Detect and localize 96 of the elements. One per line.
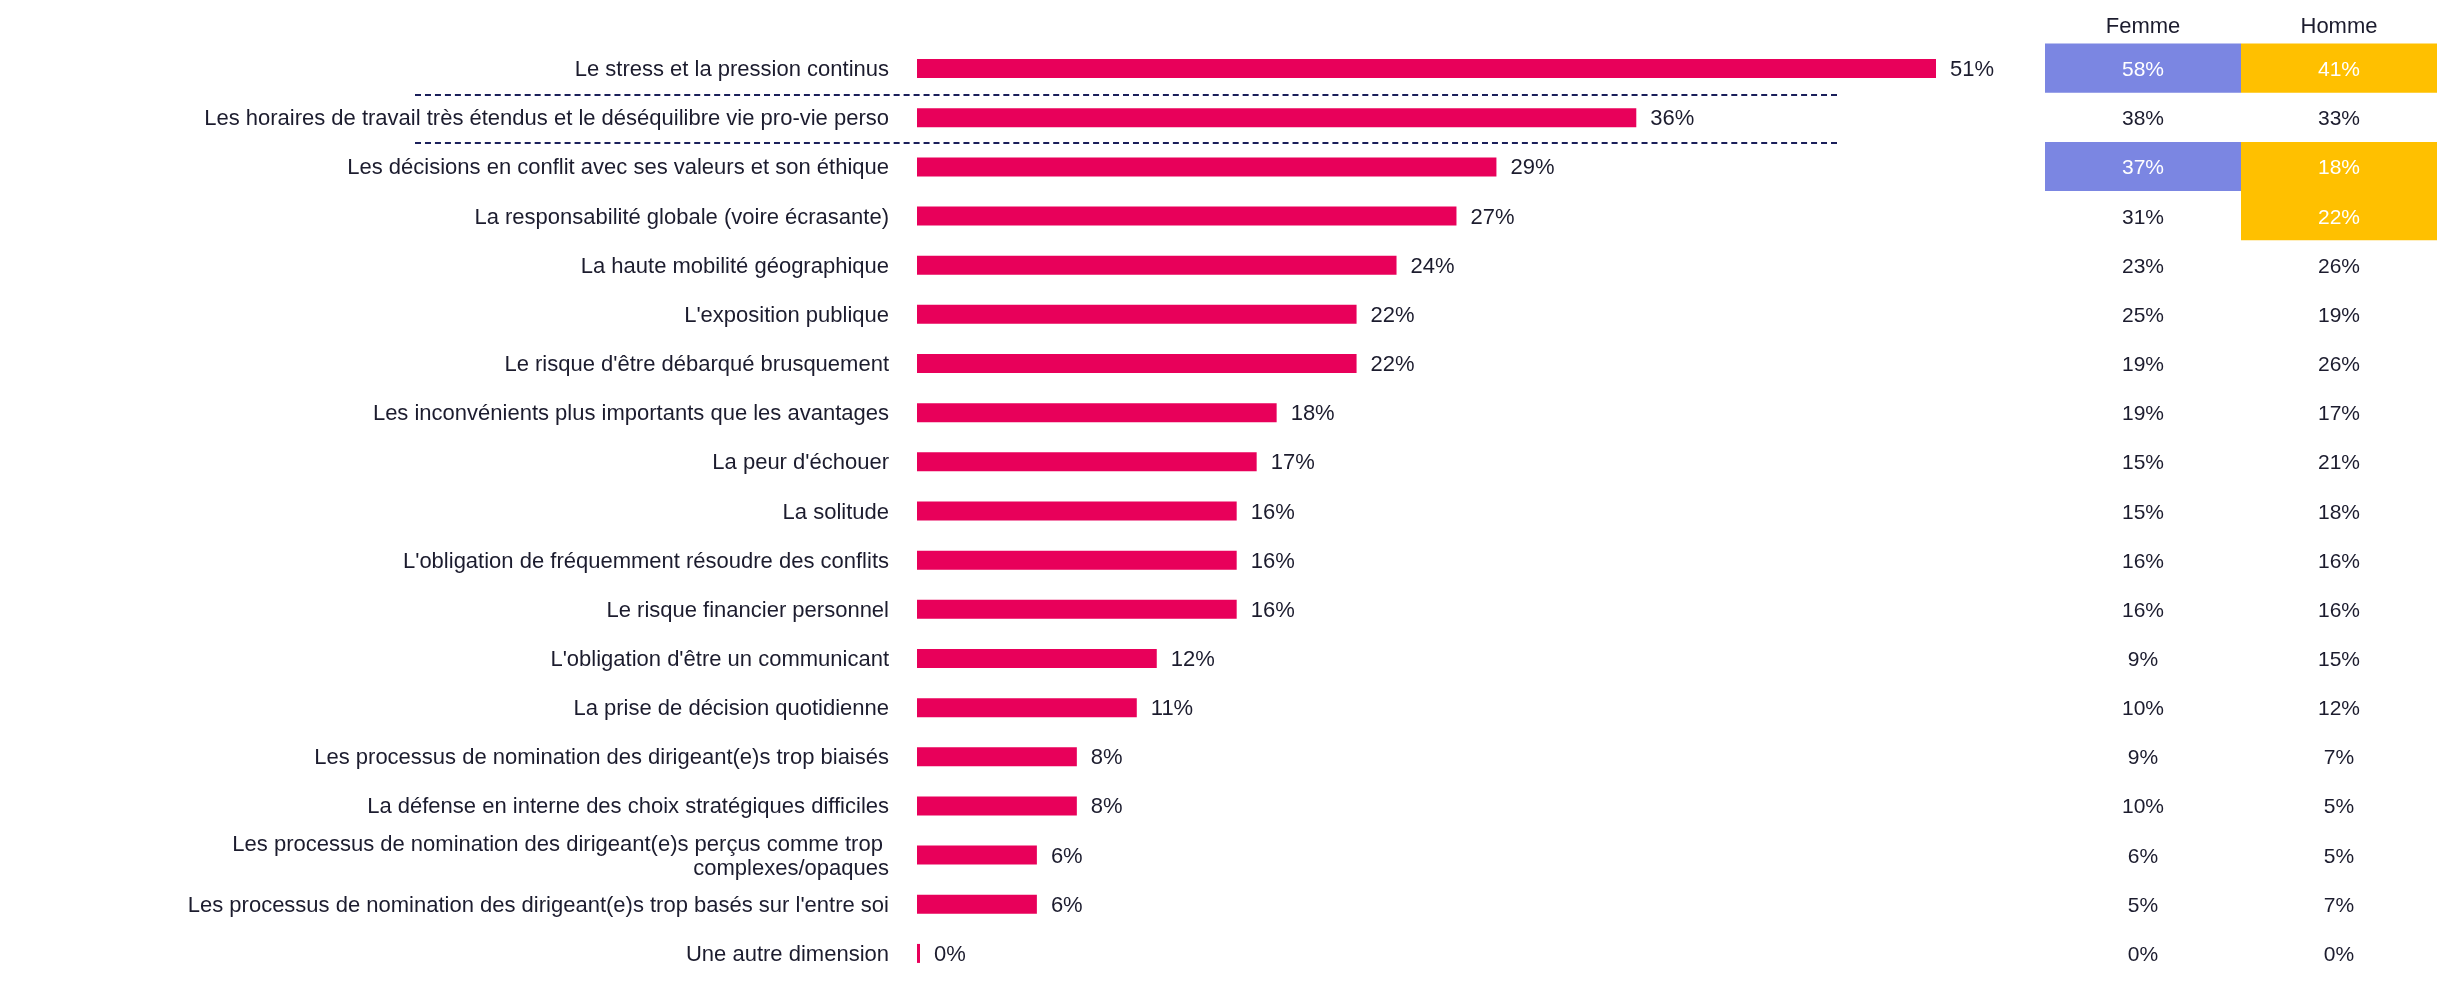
y-tick-label: Les processus de nomination des dirigeant(e)s trop basés sur l'entre soi (187, 891, 889, 917)
data-label: 23% (2121, 253, 2165, 277)
y-tick-label: La solitude (782, 498, 889, 524)
data-label: 31% (2121, 204, 2165, 228)
data-label: 19% (2317, 302, 2361, 326)
data-label: 6% (1050, 891, 1083, 917)
bar (917, 550, 1237, 570)
data-label: 5% (2127, 892, 2159, 916)
data-label: 51% (1950, 56, 1995, 82)
data-label: 8% (1090, 744, 1123, 770)
data-label: 24% (1410, 252, 1455, 278)
data-label: 22% (1370, 301, 1415, 327)
data-label: 16% (2317, 597, 2361, 621)
y-tick-label: La peur d'échouer (712, 449, 889, 475)
bar (917, 698, 1137, 718)
bar (917, 206, 1457, 226)
bar (917, 403, 1277, 423)
y-tick-label: Les processus de nomination des dirigeant(e)s perçus comme trop complexes/opaques (232, 830, 889, 880)
y-tick-label: Le risque financier personnel (606, 596, 889, 622)
y-tick-label: L'obligation de fréquemment résoudre des conflits (402, 547, 889, 573)
data-label: 18% (1290, 400, 1335, 426)
x-tick-label: Homme (2300, 12, 2378, 38)
data-label: 0% (2127, 941, 2159, 965)
data-label: 12% (1170, 645, 1215, 671)
y-tick-label: L'obligation d'être un communicant (550, 645, 889, 671)
data-label: 25% (2121, 302, 2165, 326)
data-label: 15% (2121, 450, 2165, 474)
y-tick-label: Les horaires de travail très étendus et le déséquilibre vie pro-vie perso (204, 105, 889, 131)
data-label: 9% (2127, 646, 2159, 670)
bar (917, 501, 1237, 521)
data-label: 15% (2317, 646, 2361, 670)
data-label: 22% (2317, 204, 2361, 228)
y-tick-label: Les processus de nomination des dirigeant(e)s trop biaisés (314, 744, 889, 770)
data-label: 6% (1050, 842, 1083, 868)
data-label: 22% (1370, 351, 1415, 377)
data-label: 29% (1510, 154, 1555, 180)
data-label: 16% (1250, 498, 1295, 524)
y-tick-label: Le stress et la pression continus (574, 56, 889, 82)
data-label: 5% (2323, 794, 2355, 818)
bar (917, 648, 1157, 668)
data-label: 11% (1150, 695, 1194, 721)
data-label: 0% (2323, 941, 2355, 965)
data-label: 16% (1250, 547, 1295, 573)
data-label: 16% (2121, 597, 2165, 621)
bar (917, 599, 1237, 619)
y-tick-label: Les inconvénients plus importants que les avantages (372, 400, 889, 426)
data-label: 27% (1470, 203, 1515, 229)
data-label: 7% (2323, 745, 2355, 769)
data-label: 36% (1650, 105, 1695, 131)
bar (917, 747, 1077, 767)
data-label: 58% (2121, 57, 2165, 81)
y-tick-label: La haute mobilité géographique (580, 252, 889, 278)
data-label: 7% (2323, 892, 2355, 916)
data-label: 10% (2121, 794, 2165, 818)
data-label: 19% (2121, 401, 2165, 425)
data-label: 41% (2317, 57, 2361, 81)
y-tick-label: Une autre dimension (685, 940, 889, 966)
bar (917, 157, 1497, 177)
y-tick-label: La prise de décision quotidienne (573, 695, 889, 721)
data-label: 6% (2127, 843, 2159, 867)
data-label: 5% (2323, 843, 2355, 867)
data-label: 15% (2121, 499, 2165, 523)
data-label: 10% (2121, 696, 2165, 720)
data-label: 26% (2317, 253, 2361, 277)
data-label: 21% (2317, 450, 2361, 474)
bar (917, 108, 1637, 128)
data-label: 18% (2317, 155, 2361, 179)
data-label: 26% (2317, 352, 2361, 376)
bar (917, 894, 1037, 914)
bar (917, 59, 1936, 79)
bar (917, 304, 1357, 324)
x-tick-label: Femme (2105, 12, 2181, 38)
y-tick-label: La défense en interne des choix stratégiques difficiles (367, 793, 889, 819)
y-tick-label: La responsabilité globale (voire écrasante) (474, 203, 889, 229)
data-label: 16% (2317, 548, 2361, 572)
bar (917, 354, 1357, 374)
y-tick-label: L'exposition publique (684, 301, 889, 327)
bar (917, 845, 1037, 865)
data-label: 0% (934, 940, 966, 966)
data-label: 12% (2317, 696, 2361, 720)
bar (917, 796, 1077, 816)
data-label: 19% (2121, 352, 2165, 376)
data-label: 16% (1250, 596, 1295, 622)
data-label: 9% (2127, 745, 2159, 769)
data-label: 33% (2317, 106, 2361, 130)
bar (917, 452, 1257, 472)
data-label: 8% (1090, 793, 1123, 819)
bar (917, 255, 1397, 275)
y-tick-label: Le risque d'être débarqué brusquement (504, 351, 889, 377)
data-label: 37% (2121, 155, 2165, 179)
data-label: 17% (2317, 401, 2361, 425)
data-label: 38% (2121, 106, 2165, 130)
data-label: 16% (2121, 548, 2165, 572)
data-label: 17% (1270, 449, 1315, 475)
y-tick-label: Les décisions en conflit avec ses valeurs et son éthique (347, 154, 889, 180)
data-label: 18% (2317, 499, 2361, 523)
